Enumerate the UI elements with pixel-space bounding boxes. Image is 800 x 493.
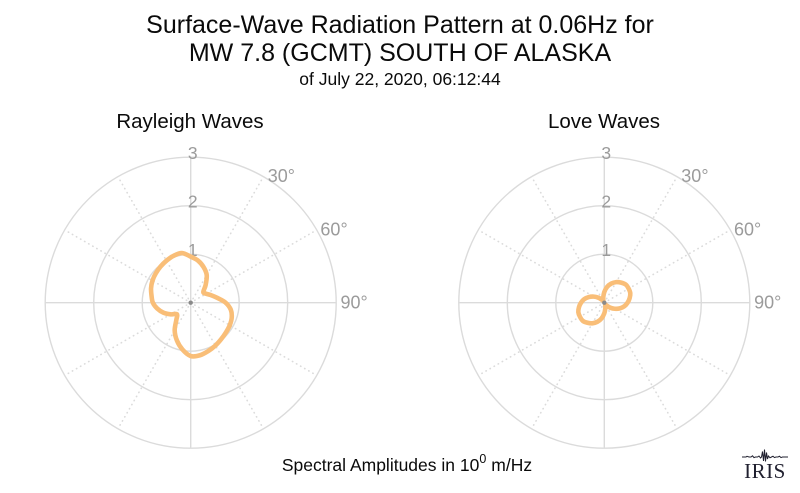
caption-exponent: 0	[479, 452, 487, 466]
r-tick-label: 3	[601, 143, 611, 163]
figure-title-line1: Surface-Wave Radiation Pattern at 0.06Hz…	[146, 11, 654, 39]
plot-center-dot	[188, 300, 193, 305]
dotted-spoke-line	[603, 301, 732, 377]
r-tick-label: 1	[188, 240, 198, 260]
radiation-pattern-curve	[575, 279, 633, 326]
dotted-spoke-line	[189, 301, 318, 377]
dotted-spoke-line	[603, 229, 732, 304]
dotted-spoke-line	[117, 175, 192, 304]
rayleigh-plot-title: Rayleigh Waves	[116, 110, 264, 133]
iris-logo-text: IRIS	[744, 459, 786, 483]
dotted-spoke-line	[189, 175, 265, 304]
dotted-spoke-line	[63, 229, 192, 304]
dotted-spoke-line	[477, 229, 606, 304]
angle-tick-label: 60°	[320, 219, 347, 239]
angle-tick-label: 90°	[341, 293, 368, 313]
dotted-spoke-line	[603, 301, 678, 430]
r-tick-label: 1	[601, 240, 611, 260]
angle-tick-label: 90°	[754, 293, 781, 313]
figure-subtitle-datetime: of July 22, 2020, 06:12:44	[299, 69, 501, 89]
dotted-spoke-line	[189, 301, 265, 430]
r-tick-label: 3	[188, 143, 198, 163]
dotted-spoke-line	[477, 301, 606, 377]
caption-text-after: m/Hz	[491, 454, 533, 475]
dotted-spoke-line	[189, 229, 318, 304]
amplitude-units-caption: Spectral Amplitudes in 100 m/Hz	[7, 452, 800, 476]
figure-title-line2: MW 7.8 (GCMT) SOUTH OF ALASKA	[188, 39, 612, 67]
seismogram-icon	[742, 449, 788, 462]
r-tick-label: 2	[188, 192, 198, 212]
angle-tick-label: 60°	[734, 219, 761, 239]
r-tick-label: 2	[601, 192, 611, 212]
radiation-pattern-curve	[148, 250, 235, 359]
angle-tick-label: 30°	[681, 166, 708, 186]
caption-text-before: Spectral Amplitudes in 10	[281, 454, 480, 475]
dotted-spoke-line	[117, 301, 192, 430]
love-plot-title: Love Waves	[547, 110, 661, 133]
angle-tick-label: 30°	[268, 166, 295, 186]
plot-center-dot	[602, 300, 607, 305]
dotted-spoke-line	[530, 175, 606, 304]
iris-logo: IRIS	[739, 449, 791, 483]
